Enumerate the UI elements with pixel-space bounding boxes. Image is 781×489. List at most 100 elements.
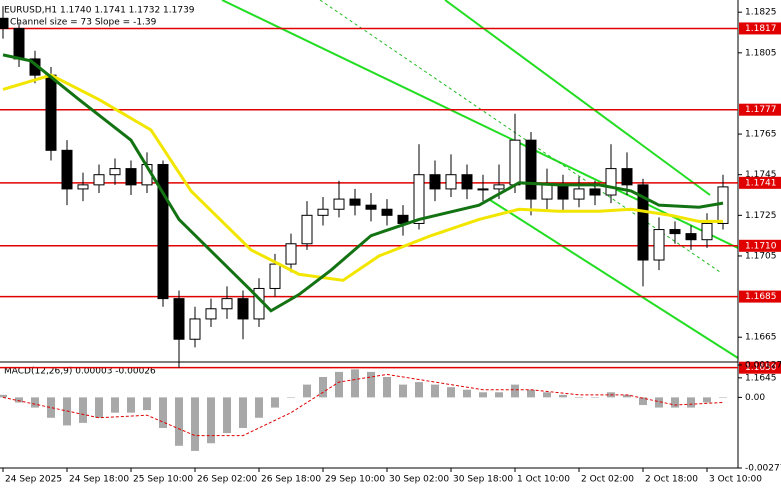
y-tick-label: 0.00 bbox=[745, 393, 765, 403]
candle-body bbox=[93, 174, 105, 186]
candle-body bbox=[221, 298, 233, 310]
candle-body bbox=[701, 222, 713, 241]
macd-bar bbox=[655, 397, 663, 408]
y-tick-label: 1.1665 bbox=[745, 333, 777, 343]
macd-bar bbox=[703, 397, 711, 403]
level-label: 1.1777 bbox=[745, 105, 777, 115]
macd-bar bbox=[287, 397, 295, 398]
macd-bar bbox=[351, 369, 359, 398]
candle-body bbox=[493, 184, 505, 190]
x-tick-label: 2 Oct 18:00 bbox=[645, 475, 698, 485]
macd-bar bbox=[479, 392, 487, 398]
macd-bar bbox=[367, 371, 375, 398]
y-tick-label: 1.1805 bbox=[745, 48, 777, 58]
channel-center bbox=[319, 0, 721, 273]
macd-bar bbox=[255, 397, 263, 418]
level-label: 1.1817 bbox=[745, 24, 777, 34]
macd-bar bbox=[159, 397, 167, 428]
candle-body bbox=[525, 139, 537, 200]
candle-body bbox=[61, 149, 73, 190]
candle-body bbox=[125, 168, 137, 186]
x-tick-label: 25 Sep 10:00 bbox=[133, 475, 193, 485]
candle-body bbox=[557, 184, 569, 200]
macd-bar bbox=[575, 397, 583, 398]
level-tag bbox=[739, 239, 781, 252]
y-tick-label: 1.1745 bbox=[745, 170, 777, 180]
macd-bar bbox=[527, 389, 535, 398]
macd-bar bbox=[415, 382, 423, 398]
macd-bar bbox=[223, 397, 231, 434]
y-tick-label: 1.1725 bbox=[745, 211, 777, 221]
chart-subtitle: Channel size = 73 Slope = -1.39 bbox=[10, 18, 157, 28]
macd-bar bbox=[271, 397, 279, 408]
macd-bar bbox=[687, 397, 695, 408]
candle-body bbox=[269, 263, 281, 289]
x-tick-label: 24 Sep 2025 bbox=[5, 475, 62, 485]
candle-body bbox=[301, 214, 313, 245]
candle-body bbox=[541, 184, 553, 200]
level-tag bbox=[739, 103, 781, 116]
candle-body bbox=[413, 174, 425, 224]
macd-bar bbox=[31, 397, 39, 408]
candle-body bbox=[205, 308, 217, 320]
candle-body bbox=[285, 243, 297, 265]
macd-bar bbox=[207, 397, 215, 444]
macd-bar bbox=[303, 384, 311, 398]
candle-body bbox=[237, 298, 249, 320]
macd-bar bbox=[671, 397, 679, 408]
level-label: 1.1741 bbox=[745, 178, 777, 188]
macd-bar bbox=[0, 394, 8, 398]
level-tag bbox=[739, 290, 781, 303]
channel-mid bbox=[444, 0, 711, 196]
moving-average bbox=[2, 53, 724, 313]
level-tag bbox=[739, 361, 781, 374]
macd-bar bbox=[319, 376, 327, 398]
macd-bar bbox=[239, 397, 247, 428]
macd-bar bbox=[143, 397, 151, 411]
candle-body bbox=[333, 198, 345, 210]
moving-average bbox=[2, 73, 723, 282]
candle-body bbox=[0, 17, 9, 29]
candle-body bbox=[605, 168, 617, 196]
candle-body bbox=[109, 168, 121, 176]
channel-lower bbox=[489, 199, 739, 359]
macd-bar bbox=[111, 397, 119, 413]
macd-bar bbox=[127, 397, 135, 413]
y-tick-label: 1.1705 bbox=[745, 251, 777, 261]
macd-bar bbox=[559, 394, 567, 398]
y-tick-label: 1.1645 bbox=[745, 373, 777, 383]
macd-bar bbox=[383, 376, 391, 398]
macd-bar bbox=[639, 397, 647, 406]
macd-bar bbox=[15, 397, 23, 403]
channel-lines bbox=[221, 0, 739, 359]
level-label: 1.1710 bbox=[745, 241, 777, 251]
macd-bar bbox=[431, 384, 439, 398]
channel-upper bbox=[221, 0, 739, 249]
x-tick-label: 30 Sep 02:00 bbox=[389, 475, 449, 485]
x-tick-label: 24 Sep 18:00 bbox=[69, 475, 129, 485]
macd-bar bbox=[79, 397, 87, 423]
candle-body bbox=[445, 174, 457, 190]
macd-bar bbox=[175, 397, 183, 446]
candle-body bbox=[317, 208, 329, 216]
y-tick-label: 1.1825 bbox=[745, 8, 777, 18]
x-tick-label: 2 Oct 02:00 bbox=[581, 475, 634, 485]
x-tick-label: 30 Sep 18:00 bbox=[453, 475, 513, 485]
candle-body bbox=[381, 208, 393, 216]
level-tag bbox=[739, 176, 781, 189]
macd-signal bbox=[2, 373, 724, 437]
y-tick-label: 0.00127 bbox=[745, 361, 781, 371]
macd-bar bbox=[495, 392, 503, 398]
macd-bar bbox=[47, 397, 55, 418]
macd-bar bbox=[511, 384, 519, 398]
candle-body bbox=[13, 27, 25, 60]
candle-body bbox=[173, 298, 185, 340]
macd-bar bbox=[335, 371, 343, 398]
candle-body bbox=[429, 174, 441, 190]
macd-bar bbox=[399, 384, 407, 398]
candle-body bbox=[365, 204, 377, 210]
x-tick-label: 29 Sep 10:00 bbox=[325, 475, 385, 485]
macd-bar bbox=[719, 397, 727, 398]
x-tick-label: 26 Sep 02:00 bbox=[197, 475, 257, 485]
